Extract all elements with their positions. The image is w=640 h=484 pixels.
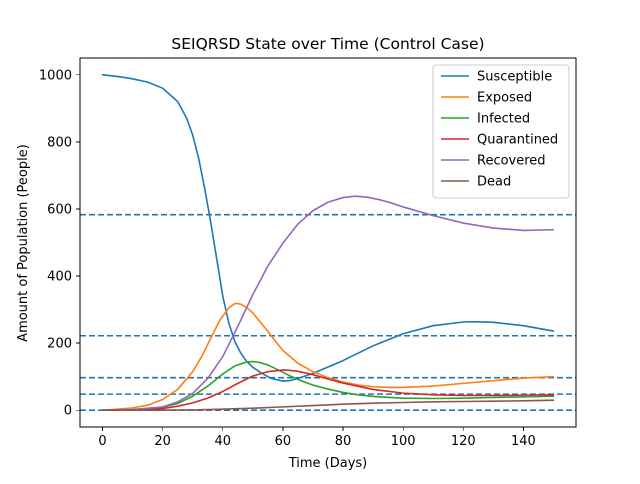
x-tick-label-0: 0 xyxy=(98,434,106,449)
y-tick-label-0: 0 xyxy=(64,404,72,419)
x-tick-label-60: 60 xyxy=(275,434,292,449)
y-tick-label-600: 600 xyxy=(47,202,72,217)
series-line-exposed xyxy=(101,302,555,412)
x-tick-label-80: 80 xyxy=(335,434,352,449)
legend-label-dead: Dead xyxy=(477,175,511,190)
series-lines xyxy=(101,73,555,412)
x-tick-label-40: 40 xyxy=(215,434,232,449)
y-tick-label-1000: 1000 xyxy=(39,68,72,83)
series-line-susceptible xyxy=(101,73,555,382)
axes-frame xyxy=(79,57,577,428)
y-axis-label: Amount of Population (People) xyxy=(16,144,31,342)
ticks: 0 20 40 60 80 100 120 140 0 200 400 600 800 1000 xyxy=(39,68,536,449)
legend-label-infected: Infected xyxy=(477,112,530,127)
legend-label-recovered: Recovered xyxy=(477,154,546,169)
legend: Susceptible Exposed Infected Quarantined Rec… xyxy=(432,64,570,199)
series-line-dead xyxy=(101,399,555,412)
legend-label-quarantined: Quarantined xyxy=(477,133,558,148)
x-tick-label-140: 140 xyxy=(511,434,536,449)
y-tick-label-400: 400 xyxy=(47,270,72,285)
legend-label-susceptible: Susceptible xyxy=(477,70,552,85)
legend-box xyxy=(432,64,570,199)
axes xyxy=(79,57,577,428)
x-tick-label-100: 100 xyxy=(391,434,416,449)
y-tick-label-800: 800 xyxy=(47,135,72,150)
x-axis-label: Time (Days) xyxy=(288,456,368,471)
series-line-infected xyxy=(101,360,555,412)
x-tick-label-120: 120 xyxy=(451,434,476,449)
series-line-recovered xyxy=(101,195,555,412)
chart-title: SEIQRSD State over Time (Control Case) xyxy=(171,35,484,53)
y-tick-label-200: 200 xyxy=(47,337,72,352)
legend-label-exposed: Exposed xyxy=(477,91,532,106)
x-tick-label-20: 20 xyxy=(154,434,171,449)
series-line-quarantined xyxy=(101,369,555,412)
